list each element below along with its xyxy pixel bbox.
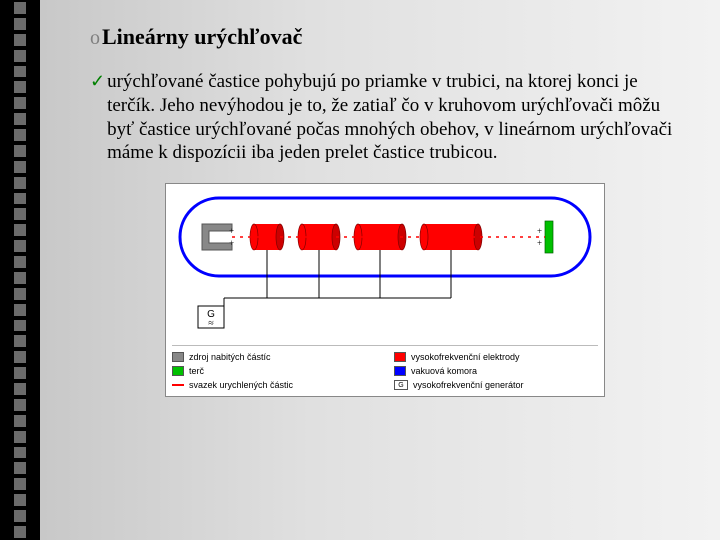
sidebar-square-icon (14, 81, 26, 93)
legend-label: svazek urychlených částic (189, 380, 293, 390)
title-bullet-icon: o (90, 27, 100, 50)
body-row: ✓ urýchľované častice pohybujú po priamk… (90, 70, 680, 165)
svg-text:+: + (537, 226, 542, 236)
sidebar-square-icon (14, 335, 26, 347)
sidebar-square-icon (14, 240, 26, 252)
diagram-legend: zdroj nabitých částíc vysokofrekvenční el… (172, 345, 598, 390)
sidebar-square-icon (14, 256, 26, 268)
sidebar-square-icon (14, 478, 26, 490)
legend-swatch (394, 366, 406, 376)
legend-swatch (172, 366, 184, 376)
sidebar-square-icon (14, 34, 26, 46)
linear-accelerator-diagram: + + + + G ≈ zdroj nabitých částíc vysokofrekve… (165, 183, 605, 397)
svg-text:+: + (537, 238, 542, 248)
sidebar-square-icon (14, 304, 26, 316)
sidebar-square-icon (14, 494, 26, 506)
sidebar-square-icon (14, 510, 26, 522)
legend-swatch (172, 352, 184, 362)
sidebar-square-icon (14, 2, 26, 14)
slide-title: Lineárny urýchľovač (102, 24, 302, 50)
sidebar-square-icon (14, 399, 26, 411)
sidebar-square-icon (14, 462, 26, 474)
sidebar-square-icon (14, 161, 26, 173)
title-row: o Lineárny urýchľovač (90, 24, 680, 50)
legend-label: vysokofrekvenční elektrody (411, 352, 520, 362)
sidebar-square-icon (14, 129, 26, 141)
sidebar-square-icon (14, 288, 26, 300)
legend-label: vysokofrekvenční generátor (413, 380, 524, 390)
legend-label: vakuová komora (411, 366, 477, 376)
sidebar-square-icon (14, 50, 26, 62)
sidebar-square-icon (14, 97, 26, 109)
sidebar-square-icon (14, 113, 26, 125)
legend-item: Gvysokofrekvenční generátor (394, 380, 598, 390)
decorative-sidebar (0, 0, 40, 540)
sidebar-square-icon (14, 193, 26, 205)
legend-item: svazek urychlených částic (172, 380, 376, 390)
sidebar-square-icon (14, 18, 26, 30)
legend-swatch (394, 352, 406, 362)
sidebar-square-icon (14, 351, 26, 363)
slide-content: o Lineárny urýchľovač ✓ urýchľované čast… (40, 0, 720, 540)
sidebar-square-icon (14, 145, 26, 157)
legend-swatch (172, 384, 184, 386)
sidebar-square-icon (14, 447, 26, 459)
sidebar-square-icon (14, 224, 26, 236)
sidebar-square-icon (14, 208, 26, 220)
legend-label: zdroj nabitých částíc (189, 352, 271, 362)
svg-text:≈: ≈ (208, 318, 214, 329)
sidebar-square-icon (14, 320, 26, 332)
sidebar-square-icon (14, 177, 26, 189)
sidebar-square-icon (14, 431, 26, 443)
sidebar-square-icon (14, 383, 26, 395)
check-icon: ✓ (90, 70, 105, 92)
body-text: urýchľované častice pohybujú po priamke … (107, 70, 680, 165)
accelerator-svg: ++++G≈ (172, 190, 598, 330)
legend-item: vakuová komora (394, 366, 598, 376)
sidebar-square-icon (14, 367, 26, 379)
sidebar-square-icon (14, 415, 26, 427)
sidebar-square-icon (14, 526, 26, 538)
svg-text:+: + (229, 238, 234, 248)
legend-item: vysokofrekvenční elektrody (394, 352, 598, 362)
legend-item: zdroj nabitých částíc (172, 352, 376, 362)
diagram-container: + + + + G ≈ zdroj nabitých částíc vysokofrekve… (90, 183, 680, 397)
legend-label: terč (189, 366, 204, 376)
sidebar-square-icon (14, 272, 26, 284)
legend-item: terč (172, 366, 376, 376)
legend-swatch-box: G (394, 380, 408, 390)
svg-text:+: + (229, 226, 234, 236)
sidebar-square-icon (14, 66, 26, 78)
